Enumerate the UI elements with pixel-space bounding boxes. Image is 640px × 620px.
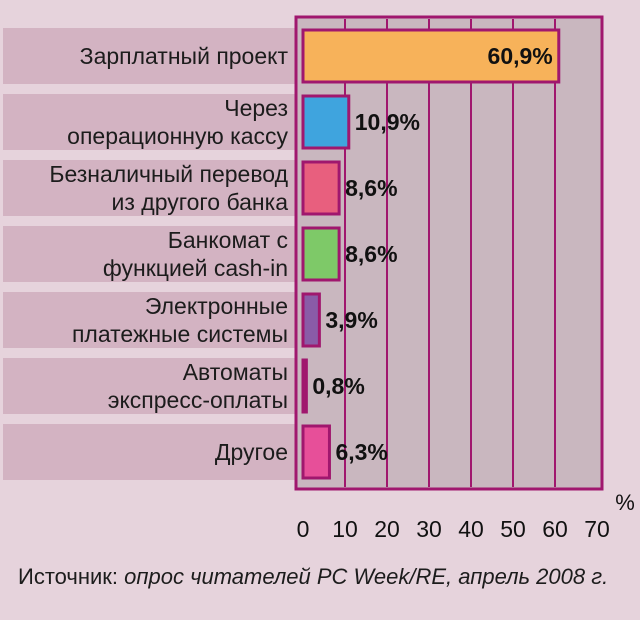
category-band: [3, 160, 296, 216]
value-label: 8,6%: [345, 241, 397, 267]
value-label: 8,6%: [345, 175, 397, 201]
category-label: Зарплатный проект: [80, 43, 289, 69]
bars: [301, 28, 561, 480]
bar: [301, 160, 341, 216]
gridlines: [344, 19, 556, 487]
value-label: 60,9%: [488, 43, 553, 69]
category-label-line: Другое: [215, 439, 288, 465]
bar: [301, 226, 341, 282]
category-label-line: экспресс-оплаты: [108, 387, 288, 413]
x-tick-label: 20: [374, 516, 400, 542]
x-axis-unit: %: [615, 490, 635, 515]
bar: [301, 424, 331, 480]
value-label: 0,8%: [312, 373, 364, 399]
category-label-line: из другого банка: [112, 189, 289, 215]
x-tick-label: 0: [297, 516, 310, 542]
category-label-line: платежные системы: [72, 321, 288, 347]
value-label: 6,3%: [335, 439, 387, 465]
bar: [301, 94, 351, 150]
category-label: Безналичный перевод из другого банка: [49, 161, 288, 215]
category-label-line: Автоматы: [183, 359, 288, 385]
x-tick-label: 70: [584, 516, 610, 542]
category-label-line: Зарплатный проект: [80, 43, 289, 69]
category-label: Автоматы экспресс-оплаты: [108, 359, 288, 413]
category-label: Банкомат с функцией cash-in: [103, 227, 288, 281]
category-band: [3, 94, 296, 150]
category-label-line: Электронные: [145, 293, 288, 319]
x-tick-label: 50: [500, 516, 526, 542]
value-labels: 60,9% 10,9% 8,6% 8,6% 3,9% 0,8% 6,3%: [312, 43, 552, 465]
category-label-line: Банкомат с: [168, 227, 288, 253]
x-tick-label: 10: [332, 516, 358, 542]
category-bands: [3, 28, 296, 480]
category-label-line: Через: [224, 95, 288, 121]
category-label: Другое: [215, 439, 288, 465]
source-text: опрос читателей PC Week/RE, апрель 2008 …: [124, 564, 609, 589]
plot-frame: [294, 15, 604, 491]
category-label-line: функцией cash-in: [103, 255, 288, 281]
x-axis-ticks: 0 10 20 30 40 50 60 70: [297, 516, 610, 542]
category-band: [3, 358, 296, 414]
value-label: 10,9%: [355, 109, 420, 135]
category-label-line: Безналичный перевод: [49, 161, 288, 187]
value-label: 3,9%: [325, 307, 377, 333]
bar: [301, 292, 321, 348]
source-prefix: Источник:: [18, 564, 125, 589]
category-label: Электронные платежные системы: [72, 293, 288, 347]
category-band: [3, 28, 296, 84]
x-tick-label: 40: [458, 516, 484, 542]
category-band: [3, 424, 296, 480]
plot-area: [296, 17, 602, 489]
category-labels: Зарплатный проект Через операционную кассу…: [49, 43, 288, 465]
x-tick-label: 60: [542, 516, 568, 542]
x-tick-label: 30: [416, 516, 442, 542]
bar: [301, 358, 308, 414]
category-band: [3, 226, 296, 282]
category-label: Через операционную кассу: [67, 95, 288, 149]
source-note: Источник: опрос читателей PC Week/RE, ап…: [18, 564, 628, 590]
bar: [301, 28, 561, 84]
bar-chart: Зарплатный проект Через операционную кассу…: [3, 15, 635, 542]
category-band: [3, 292, 296, 348]
category-label-line: операционную кассу: [67, 123, 288, 149]
